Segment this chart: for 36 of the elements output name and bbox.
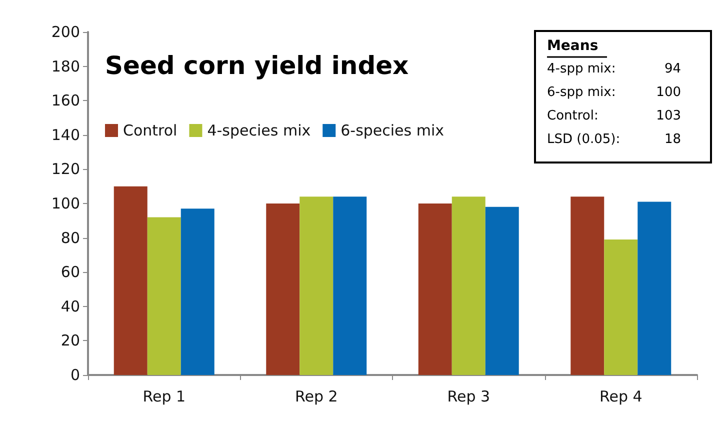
- bar: [180, 208, 214, 375]
- x-tick-label: Rep 3: [447, 388, 490, 406]
- y-tick-label: 200: [51, 23, 80, 41]
- y-tick-label: 100: [51, 194, 80, 212]
- y-tick-label: 140: [51, 126, 80, 144]
- bar: [638, 202, 672, 375]
- text: LSD (0.05): 18: [547, 132, 681, 147]
- bar: [604, 240, 638, 375]
- bar: [570, 196, 604, 375]
- x-tick-label: Rep 2: [294, 388, 338, 406]
- y-tick-label: 60: [60, 263, 80, 282]
- bar: [147, 217, 181, 375]
- annotation: Means: [547, 38, 598, 54]
- bar: [418, 204, 452, 375]
- bar: [485, 206, 519, 375]
- bar: [300, 196, 334, 375]
- bar: [266, 204, 300, 375]
- x-tick-label: Rep 4: [599, 388, 642, 406]
- legend-label: 6-species mix: [340, 122, 444, 140]
- text: Seed corn yield index: [105, 51, 409, 80]
- y-tick-label: 120: [51, 160, 80, 178]
- bar: [452, 196, 486, 375]
- text: 6-spp mix: 100: [547, 85, 681, 100]
- legend-label: 4-species mix: [207, 122, 311, 140]
- bar: [114, 186, 148, 375]
- x-tick-label: Rep 1: [142, 388, 186, 406]
- legend-label: Control: [123, 122, 178, 140]
- y-tick-label: 160: [51, 92, 80, 110]
- y-tick-label: 80: [60, 228, 80, 247]
- text: Control: 103: [547, 108, 681, 124]
- y-tick-label: 40: [60, 297, 80, 316]
- y-tick-label: 20: [60, 332, 80, 350]
- bar: [333, 196, 367, 375]
- y-tick-label: 0: [70, 366, 80, 384]
- y-tick-label: 180: [51, 57, 80, 76]
- text: 4-spp mix: 94: [547, 62, 681, 76]
